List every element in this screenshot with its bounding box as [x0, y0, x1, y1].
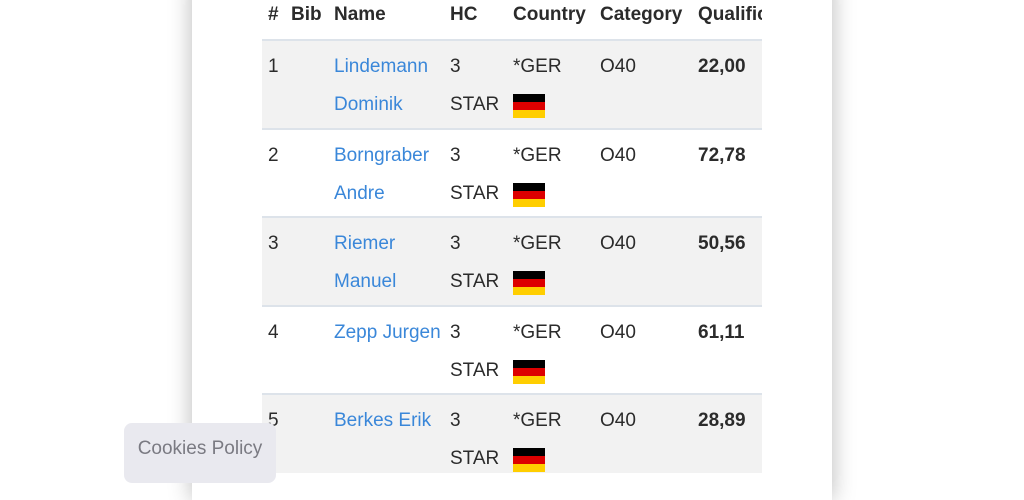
cookies-button[interactable]: Cookies Policy	[124, 423, 276, 483]
page: # Bib Name HC Country Category Qualification 1 L…	[124, 0, 762, 483]
table-row: 5 Berkes Erik 3 STAR *GER O40 28,89	[262, 393, 762, 473]
category: O40	[600, 321, 636, 343]
qualification-score: 72,78	[698, 144, 746, 166]
country: *GER	[513, 314, 593, 384]
country: *GER	[513, 402, 593, 472]
flag-icon	[513, 94, 545, 118]
column-header: Category	[600, 4, 683, 25]
hc-level: 3 STAR	[450, 56, 500, 115]
flag-icon	[513, 182, 545, 207]
column-header: Country	[513, 4, 586, 25]
column-header: Bib	[291, 4, 322, 25]
athlete-name[interactable]: Zepp Jurgen	[334, 321, 441, 343]
category: O40	[600, 56, 636, 77]
rank: 3	[268, 233, 279, 254]
rank: 5	[268, 410, 279, 431]
country: *GER	[513, 48, 593, 118]
qualification-score: 50,56	[698, 233, 746, 254]
column-header: Qualification	[698, 4, 762, 25]
qualification-score: 61,11	[698, 321, 745, 343]
hc-level: 3 STAR	[450, 410, 500, 469]
column-header: HC	[450, 4, 478, 25]
hc-level: 3 STAR	[450, 321, 500, 381]
column-header: #	[268, 4, 279, 25]
country: *GER	[513, 225, 593, 295]
qualification-score: 28,89	[698, 410, 746, 431]
table-row: 1 Lindemann Dominik 3 STAR *GER O40 22,00	[262, 39, 762, 129]
category: O40	[600, 144, 636, 166]
hc-level: 3 STAR	[450, 233, 500, 292]
athlete-name[interactable]: Lindemann Dominik	[334, 56, 429, 115]
table-row: 4 Zepp Jurgen 3 STAR *GER O40 61,11	[262, 304, 762, 395]
hc-level: 3 STAR	[450, 144, 500, 204]
flag-icon	[513, 271, 545, 295]
rank: 1	[268, 56, 279, 77]
qualification-score: 22,00	[698, 56, 746, 77]
results-table: # Bib Name HC Country Category Qualification 1 L…	[262, 0, 762, 473]
category: O40	[600, 233, 636, 254]
table-row: 2 Borngraber Andre 3 STAR *GER O40 72,78	[262, 127, 762, 218]
flag-icon	[513, 448, 545, 472]
category: O40	[600, 410, 636, 431]
athlete-name[interactable]: Borngraber Andre	[334, 144, 430, 204]
country: *GER	[513, 137, 593, 207]
rank: 4	[268, 321, 279, 343]
column-header: Name	[334, 4, 386, 25]
flag-icon	[513, 359, 545, 384]
athlete-name[interactable]: Riemer Manuel	[334, 233, 397, 292]
rank: 2	[268, 144, 279, 166]
table-row: 3 Riemer Manuel 3 STAR *GER O40 50,56	[262, 216, 762, 306]
athlete-name[interactable]: Berkes Erik	[334, 410, 432, 431]
